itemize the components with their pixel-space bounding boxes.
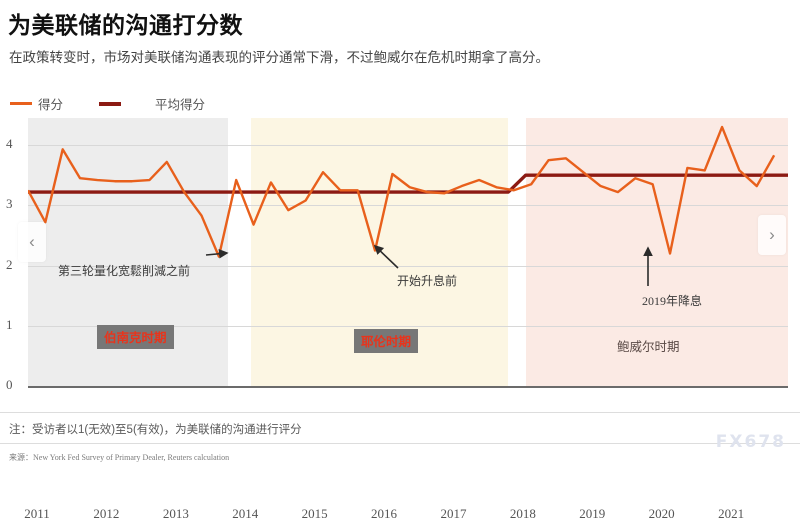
legend-item-average: 平均得分: [99, 94, 205, 113]
annotation-0: 第三轮量化宽鬆削減之前: [58, 264, 191, 278]
x-tick-2011: 2011: [24, 506, 50, 521]
x-tick-2020: 2020: [648, 506, 675, 521]
gridline-y-3: [28, 205, 788, 207]
legend-swatch-average: [99, 101, 122, 106]
y-tick-4: 4: [6, 136, 13, 152]
watermark: FX678: [715, 432, 786, 452]
footer-divider-top: [0, 412, 800, 413]
x-tick-2016: 2016: [371, 506, 398, 521]
legend-spacer: [63, 103, 99, 104]
powell-band: [525, 118, 788, 386]
chevron-left-icon: ‹: [29, 232, 35, 251]
x-tick-2018: 2018: [509, 506, 536, 521]
gridline-y-4: [28, 145, 788, 147]
era-label-0: 伯南克时期: [97, 325, 174, 349]
x-tick-2013: 2013: [162, 506, 189, 521]
series-score: [28, 125, 776, 258]
x-tick-2015: 2015: [301, 506, 328, 521]
chevron-right-icon: ›: [769, 225, 775, 244]
series-lines: [28, 125, 788, 258]
gridline-y-2: [28, 265, 788, 267]
legend-label-average: 平均得分: [155, 98, 206, 112]
gridline-y-0: [28, 386, 788, 388]
y-tick-3: 3: [6, 196, 13, 212]
next-button[interactable]: ›: [758, 215, 786, 255]
annotation-2: 2019年降息: [642, 294, 703, 308]
y-tick-2: 2: [6, 256, 13, 272]
annotation-1: 开始升息前: [397, 274, 458, 288]
era-label-1: 耶伦时期: [354, 329, 419, 353]
x-tick-2012: 2012: [93, 506, 120, 521]
chart-source: 来源：New York Fed Survey of Primary Dealer…: [9, 453, 230, 462]
y-tick-1: 1: [6, 316, 13, 332]
prev-button[interactable]: ‹: [18, 222, 46, 262]
legend-label-score: 得分: [38, 98, 64, 112]
x-tick-2014: 2014: [232, 506, 259, 521]
era-label-2: 鲍威尔时期: [617, 340, 680, 354]
page-subtitle: 在政策转变时，市场对美联储沟通表现的评分通常下滑，不过鲍威尔在危机时期拿了高分。: [9, 50, 549, 65]
chart-legend: 得分 平均得分: [10, 94, 205, 113]
chart-page: 为美联储的沟通打分数 在政策转变时，市场对美联储沟通表现的评分通常下滑，不过鲍威…: [0, 12, 800, 521]
x-tick-2021: 2021: [718, 506, 745, 521]
x-tick-2019: 2019: [579, 506, 606, 521]
legend-swatch-score: [10, 102, 32, 105]
gridline-y-1: [28, 325, 788, 327]
x-tick-2017: 2017: [440, 506, 467, 521]
y-tick-0: 0: [6, 377, 13, 392]
page-title: 为美联储的沟通打分数: [8, 12, 243, 38]
series-average: [28, 173, 788, 194]
chart-note: 注：受访者以1(无效)至5(有效)，为美联储的沟通进行评分: [9, 424, 302, 436]
legend-item-score: 得分: [10, 94, 63, 113]
footer-divider-bottom: [0, 443, 800, 444]
